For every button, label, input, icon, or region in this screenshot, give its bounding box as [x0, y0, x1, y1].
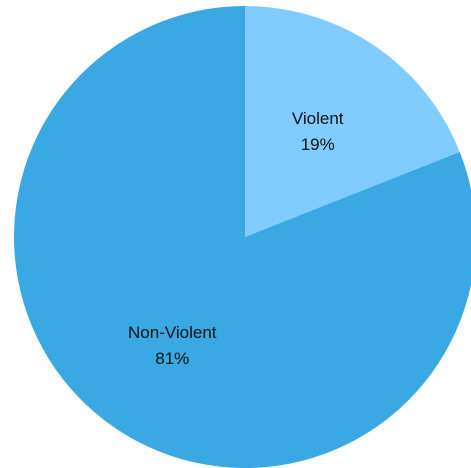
pie-slices	[14, 6, 471, 468]
slice-label: Non-Violent	[128, 323, 217, 342]
pie-slice-violent	[245, 6, 460, 237]
pie-slice-non-violent	[14, 6, 471, 468]
slice-label: Violent	[292, 109, 344, 128]
slice-value-label: 19%	[301, 135, 335, 154]
slice-value-label: 81%	[155, 349, 189, 368]
pie-labels: Violent 19% Non-Violent 81%	[128, 109, 344, 368]
